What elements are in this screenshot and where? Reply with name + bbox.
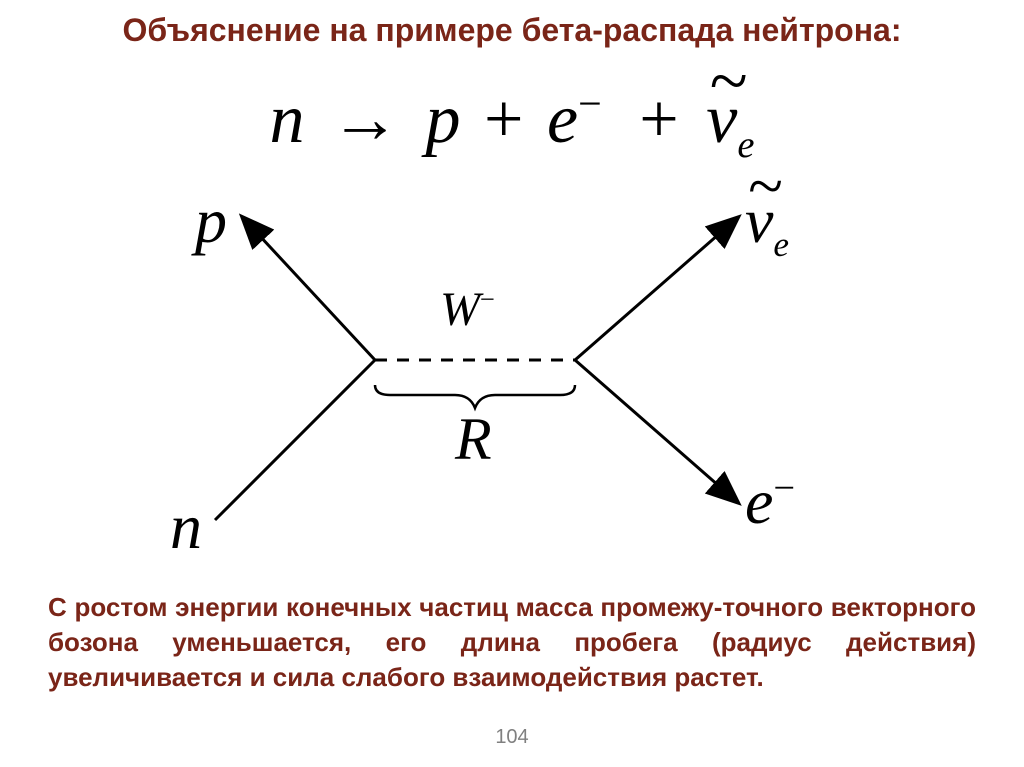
line-p bbox=[245, 220, 375, 360]
slide-title: Объяснение на примере бета-распада нейтр… bbox=[0, 12, 1024, 49]
label-n: n bbox=[170, 490, 202, 564]
label-nu: ~ ν e bbox=[745, 184, 789, 265]
title-text: Объяснение на примере бета-распада нейтр… bbox=[123, 12, 902, 48]
eq-arrow: → bbox=[330, 81, 400, 158]
eq-tilde: ~ bbox=[710, 42, 748, 122]
label-p: p bbox=[195, 184, 227, 258]
caption-text: С ростом энергии конечных частиц масса п… bbox=[48, 592, 976, 692]
line-nu bbox=[575, 220, 735, 360]
label-e: e− bbox=[745, 465, 795, 539]
line-n bbox=[215, 360, 375, 520]
line-e bbox=[575, 360, 735, 500]
eq-n: n bbox=[270, 81, 305, 158]
page-number: 104 bbox=[0, 726, 1024, 749]
eq-p: p bbox=[426, 81, 461, 158]
decay-equation: n → p + e− + ~ ν e bbox=[0, 80, 1024, 167]
eq-e-sup: − bbox=[578, 82, 602, 128]
eq-plus2: + bbox=[639, 81, 678, 158]
feynman-diagram: p n ~ ν e e− W− R bbox=[155, 190, 875, 560]
eq-nu-wrapper: ~ ν bbox=[706, 80, 737, 160]
eq-plus1: + bbox=[484, 81, 523, 158]
label-r: R bbox=[455, 405, 492, 474]
label-w-boson: W− bbox=[440, 282, 495, 337]
eq-e: e bbox=[547, 81, 578, 158]
caption-paragraph: С ростом энергии конечных частиц масса п… bbox=[48, 590, 976, 695]
